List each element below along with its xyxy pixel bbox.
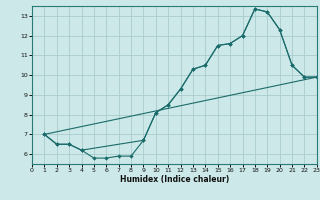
X-axis label: Humidex (Indice chaleur): Humidex (Indice chaleur) — [120, 175, 229, 184]
